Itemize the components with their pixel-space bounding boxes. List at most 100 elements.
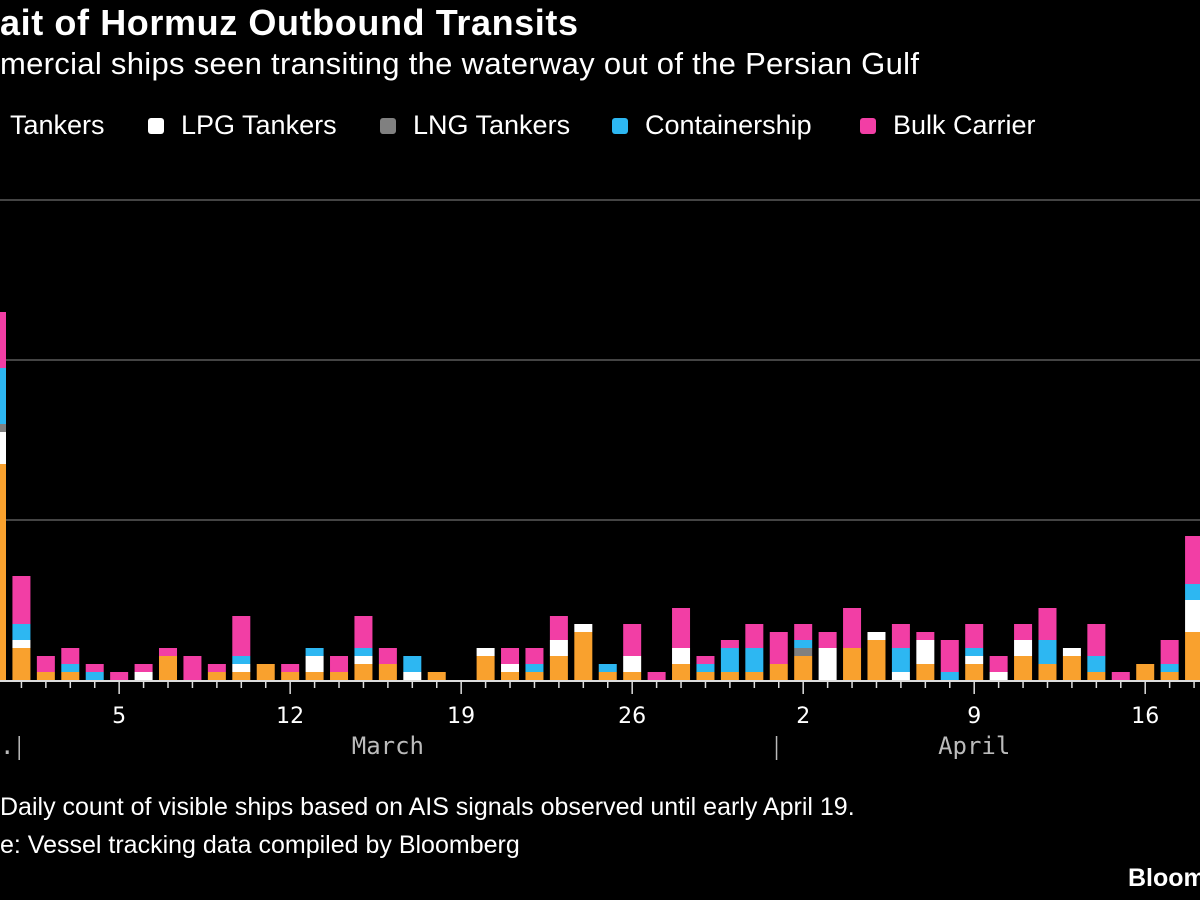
bar-segment (647, 672, 666, 680)
month-label: April (938, 732, 1010, 760)
bar-segment (330, 672, 349, 680)
bar-segment (378, 648, 397, 664)
bar-segment (794, 640, 813, 648)
bar-segment (818, 632, 837, 648)
bar-segment (12, 576, 31, 624)
stacked-bar-chart: 5 12 19 26 2 9 16. March April (0, 199, 1200, 760)
bar-segment (1038, 664, 1057, 680)
x-tick-label: 2 (796, 704, 810, 729)
legend-label: Bulk Carrier (893, 110, 1036, 140)
bar-segment (61, 672, 80, 680)
legend-swatch (860, 117, 876, 134)
bar-segment (965, 624, 984, 648)
bar-segment (696, 656, 715, 664)
bar-segment (891, 648, 910, 672)
bar-segment (696, 672, 715, 680)
bar-segment (598, 672, 617, 680)
bar-segment (574, 624, 593, 632)
bar-segment (916, 632, 935, 640)
bar-segment (207, 664, 226, 672)
bar-segment (940, 672, 959, 680)
source-note: e: Vessel tracking data compiled by Bloo… (0, 831, 520, 859)
bar-segment (745, 672, 764, 680)
bar-segment (965, 664, 984, 680)
bloomberg-logo: Bloom (1128, 864, 1200, 892)
bar-segment (1014, 624, 1033, 640)
bar-segment (501, 672, 520, 680)
bar-segment (281, 664, 300, 672)
bar-segment (1160, 640, 1179, 664)
bar-segment (403, 656, 422, 672)
bar-segment (427, 672, 446, 680)
bar-segment (549, 656, 568, 680)
month-label: . (0, 732, 14, 760)
legend-item-bulk-carrier: Bulk Carrier (860, 110, 1036, 141)
bar-segment (1185, 600, 1200, 632)
bar-segment (330, 656, 349, 672)
bar-segment (794, 624, 813, 640)
legend-label: Containership (645, 110, 812, 140)
bar-segment (1185, 632, 1200, 680)
bar-segment (794, 656, 813, 680)
bar-segment (916, 664, 935, 680)
bar-segment (549, 640, 568, 656)
bar-segment (1087, 656, 1106, 672)
bar-segment (525, 648, 544, 664)
legend-item-lng-tankers: LNG Tankers (380, 110, 570, 141)
bar-segment (1087, 624, 1106, 656)
legend-swatch (380, 117, 396, 134)
bar-segment (134, 672, 153, 680)
bar-segment (818, 648, 837, 680)
bar-segment (232, 664, 251, 672)
bar-segment (867, 632, 886, 640)
bar-segment (794, 648, 813, 656)
x-tick-label: 9 (967, 704, 981, 729)
chart-subtitle: mercial ships seen transiting the waterw… (0, 46, 920, 81)
bar-segment (12, 648, 31, 680)
bar-segment (61, 648, 80, 664)
legend-item-oil-tankers: Tankers (10, 110, 105, 141)
bar-segment (916, 640, 935, 664)
bar-segment (769, 632, 788, 664)
bar-segment (0, 432, 6, 464)
bar-segment (525, 672, 544, 680)
legend-item-lpg-tankers: LPG Tankers (148, 110, 337, 141)
bar-segment (1014, 656, 1033, 680)
bar-segment (623, 624, 642, 656)
chart-title: ait of Hormuz Outbound Transits (0, 2, 579, 43)
legend-item-containership: Containership (612, 110, 812, 141)
bar-segment (1087, 672, 1106, 680)
bar-segment (965, 656, 984, 664)
bar-segment (672, 664, 691, 680)
bar-segment (769, 664, 788, 680)
bar-segment (574, 632, 593, 680)
bar-segment (281, 672, 300, 680)
bar-segment (354, 616, 373, 648)
bar-segment (623, 656, 642, 672)
gridlines (0, 199, 1200, 521)
bar-segment (720, 648, 739, 672)
bar-segment (1160, 664, 1179, 672)
bar-segment (1111, 672, 1130, 680)
bar-segment (867, 640, 886, 680)
bar-segment (940, 640, 959, 672)
month-label: March (352, 732, 424, 760)
bar-segment (378, 664, 397, 680)
bar-segment (1160, 672, 1179, 680)
bar-segment (476, 648, 495, 656)
bar-segment (1038, 640, 1057, 664)
bar-segment (232, 616, 251, 656)
bar-segment (476, 656, 495, 680)
bar-segment (843, 608, 862, 648)
bar-segment (696, 664, 715, 672)
legend-label: LPG Tankers (181, 110, 337, 140)
bar-segment (1185, 536, 1200, 584)
bar-segment (891, 624, 910, 648)
bar-segment (354, 648, 373, 656)
bar-segment (159, 648, 178, 656)
bar-segment (745, 648, 764, 672)
x-tick-label: 19 (447, 704, 475, 729)
bars (0, 312, 1200, 680)
bar-segment (0, 464, 6, 680)
x-tick-label: 16 (1131, 704, 1159, 729)
